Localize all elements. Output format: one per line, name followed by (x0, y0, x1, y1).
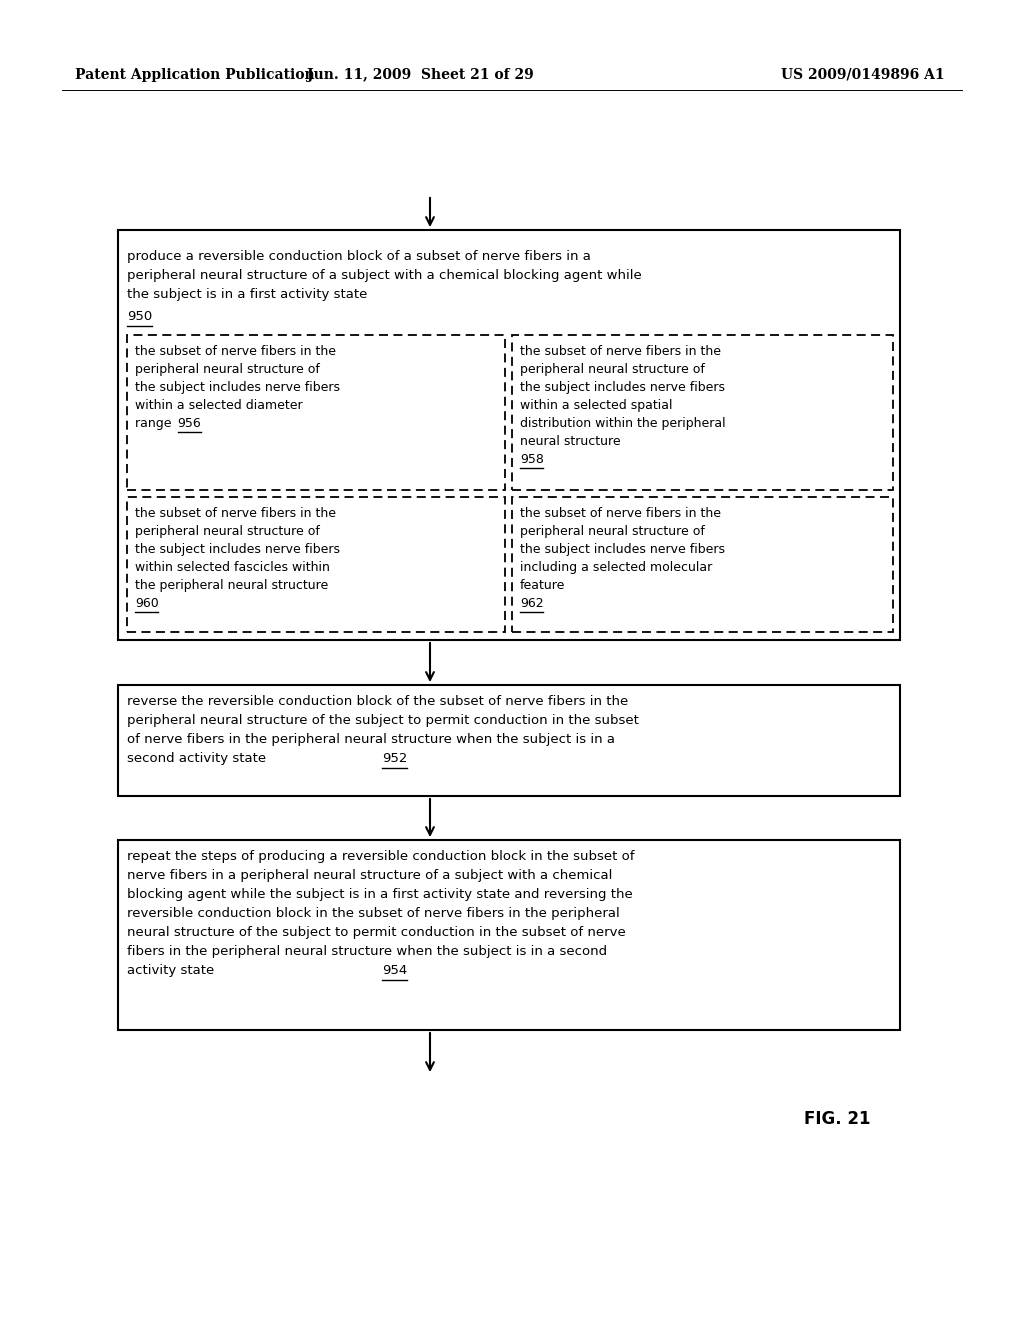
Text: neural structure of the subject to permit conduction in the subset of nerve: neural structure of the subject to permi… (127, 927, 626, 939)
Text: US 2009/0149896 A1: US 2009/0149896 A1 (781, 69, 945, 82)
Text: second activity state: second activity state (127, 752, 266, 766)
Text: reversible conduction block in the subset of nerve fibers in the peripheral: reversible conduction block in the subse… (127, 907, 620, 920)
Text: FIG. 21: FIG. 21 (804, 1110, 870, 1129)
Text: within a selected diameter: within a selected diameter (135, 399, 303, 412)
Text: peripheral neural structure of: peripheral neural structure of (520, 363, 705, 376)
Text: peripheral neural structure of: peripheral neural structure of (135, 525, 319, 539)
Text: peripheral neural structure of: peripheral neural structure of (135, 363, 319, 376)
Text: nerve fibers in a peripheral neural structure of a subject with a chemical: nerve fibers in a peripheral neural stru… (127, 869, 612, 882)
Text: 954: 954 (382, 964, 408, 977)
Text: the subject includes nerve fibers: the subject includes nerve fibers (135, 543, 340, 556)
Text: the subset of nerve fibers in the: the subset of nerve fibers in the (520, 345, 721, 358)
Text: Jun. 11, 2009  Sheet 21 of 29: Jun. 11, 2009 Sheet 21 of 29 (306, 69, 534, 82)
Text: 958: 958 (520, 453, 544, 466)
Text: repeat the steps of producing a reversible conduction block in the subset of: repeat the steps of producing a reversib… (127, 850, 635, 863)
Text: produce a reversible conduction block of a subset of nerve fibers in a: produce a reversible conduction block of… (127, 249, 591, 263)
Text: the subset of nerve fibers in the: the subset of nerve fibers in the (135, 507, 336, 520)
Text: 952: 952 (382, 752, 408, 766)
Text: the subject includes nerve fibers: the subject includes nerve fibers (135, 381, 340, 393)
Text: within selected fascicles within: within selected fascicles within (135, 561, 330, 574)
Bar (512, 498, 893, 632)
Bar (118, 685, 900, 796)
Text: the subject includes nerve fibers: the subject includes nerve fibers (520, 543, 725, 556)
Text: distribution within the peripheral: distribution within the peripheral (520, 417, 726, 430)
Bar (512, 335, 893, 490)
Text: within a selected spatial: within a selected spatial (520, 399, 673, 412)
Text: blocking agent while the subject is in a first activity state and reversing the: blocking agent while the subject is in a… (127, 888, 633, 902)
Text: the subject includes nerve fibers: the subject includes nerve fibers (520, 381, 725, 393)
Text: 956: 956 (178, 417, 202, 430)
Bar (118, 230, 900, 640)
Text: peripheral neural structure of: peripheral neural structure of (520, 525, 705, 539)
Text: the subset of nerve fibers in the: the subset of nerve fibers in the (135, 345, 336, 358)
Bar (127, 335, 505, 490)
Text: Patent Application Publication: Patent Application Publication (75, 69, 314, 82)
Text: 962: 962 (520, 597, 544, 610)
Text: reverse the reversible conduction block of the subset of nerve fibers in the: reverse the reversible conduction block … (127, 696, 629, 708)
Text: 960: 960 (135, 597, 159, 610)
Text: feature: feature (520, 579, 565, 591)
Text: including a selected molecular: including a selected molecular (520, 561, 713, 574)
Text: of nerve fibers in the peripheral neural structure when the subject is in a: of nerve fibers in the peripheral neural… (127, 733, 615, 746)
Text: neural structure: neural structure (520, 436, 621, 447)
Text: peripheral neural structure of the subject to permit conduction in the subset: peripheral neural structure of the subje… (127, 714, 639, 727)
Bar (127, 498, 505, 632)
Text: peripheral neural structure of a subject with a chemical blocking agent while: peripheral neural structure of a subject… (127, 269, 642, 282)
Bar (118, 840, 900, 1030)
Text: range: range (135, 417, 175, 430)
Text: activity state: activity state (127, 964, 214, 977)
Text: the subset of nerve fibers in the: the subset of nerve fibers in the (520, 507, 721, 520)
Text: 950: 950 (127, 310, 153, 323)
Text: the subject is in a first activity state: the subject is in a first activity state (127, 288, 368, 301)
Text: the peripheral neural structure: the peripheral neural structure (135, 579, 329, 591)
Text: fibers in the peripheral neural structure when the subject is in a second: fibers in the peripheral neural structur… (127, 945, 607, 958)
